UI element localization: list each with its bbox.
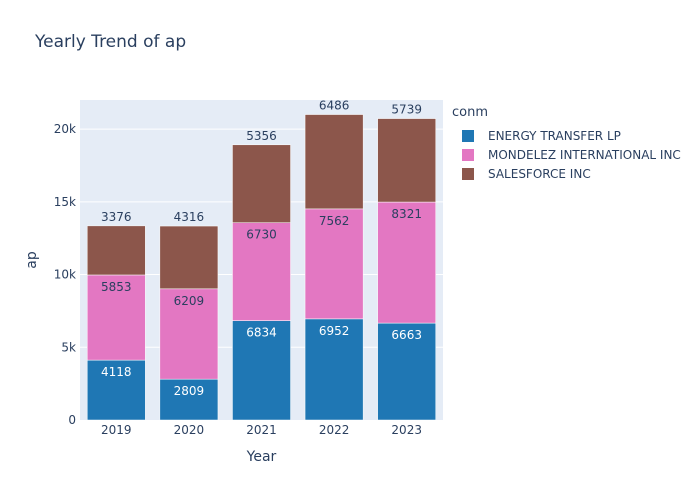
- legend-label: ENERGY TRANSFER LP: [488, 128, 621, 143]
- x-tick-label: 2020: [174, 423, 205, 437]
- data-label: 3376: [101, 210, 132, 224]
- y-tick-label: 0: [68, 413, 76, 427]
- bar: [159, 378, 219, 421]
- data-label: 6834: [246, 326, 277, 340]
- data-label: 5853: [101, 280, 132, 294]
- bar: [159, 288, 219, 380]
- data-label: 6663: [391, 328, 422, 342]
- bar: [87, 225, 146, 276]
- legend-label: MONDELEZ INTERNATIONAL INC: [488, 147, 681, 162]
- bar: [87, 274, 146, 361]
- bar: [304, 208, 364, 320]
- legend-swatch: [462, 148, 474, 161]
- data-label: 5356: [246, 129, 277, 143]
- bar: [159, 225, 219, 290]
- data-label: 6486: [319, 99, 350, 113]
- x-tick-label: 2021: [246, 423, 277, 437]
- x-tick-label: 2019: [101, 423, 132, 437]
- x-tick-label: 2023: [391, 423, 422, 437]
- y-tick-label: 10k: [54, 268, 76, 282]
- legend-swatch: [462, 167, 474, 180]
- legend-item-salesforce[interactable]: SALESFORCE INC: [452, 164, 681, 183]
- data-label: 4118: [101, 365, 132, 379]
- x-axis-label: Year: [246, 449, 277, 465]
- x-tick-label: 2022: [319, 423, 350, 437]
- data-label: 6209: [174, 294, 205, 308]
- data-label: 5739: [391, 103, 422, 117]
- bar: [232, 144, 291, 223]
- bar: [232, 320, 291, 421]
- legend-label: SALESFORCE INC: [488, 166, 591, 181]
- bar: [377, 322, 436, 421]
- bar: [377, 201, 436, 324]
- y-tick-label: 5k: [61, 340, 76, 354]
- bar: [377, 118, 436, 203]
- chart-title: Yearly Trend of ap: [35, 32, 187, 52]
- data-label: 7562: [319, 214, 350, 228]
- data-label: 8321: [391, 207, 422, 221]
- data-label: 6952: [319, 324, 350, 338]
- bar: [304, 114, 364, 210]
- legend-item-mondelez[interactable]: MONDELEZ INTERNATIONAL INC: [452, 145, 681, 164]
- y-axis-label: ap: [24, 251, 40, 269]
- y-tick-label: 15k: [54, 195, 76, 209]
- legend-item-energy-transfer[interactable]: ENERGY TRANSFER LP: [452, 126, 681, 145]
- legend-title: conm: [452, 105, 489, 120]
- data-label: 6730: [246, 228, 277, 242]
- bar: [232, 222, 291, 321]
- y-tick-label: 20k: [54, 122, 76, 136]
- legend-swatch: [462, 129, 474, 142]
- data-label: 2809: [174, 384, 205, 398]
- bar: [304, 318, 364, 421]
- data-label: 4316: [174, 210, 205, 224]
- legend: conm ENERGY TRANSFER LP MONDELEZ INTERNA…: [452, 105, 681, 183]
